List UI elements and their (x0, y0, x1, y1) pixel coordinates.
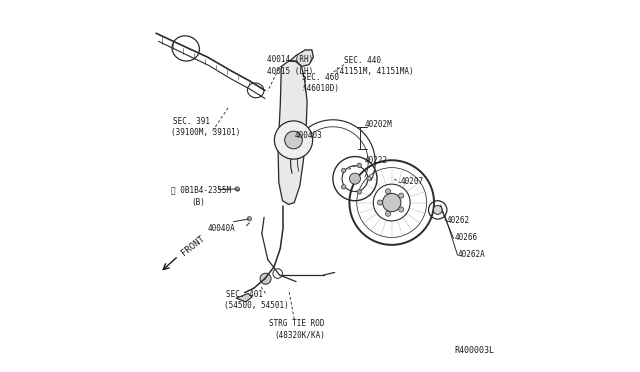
Circle shape (285, 131, 302, 149)
Text: 40015 (LH): 40015 (LH) (267, 67, 313, 77)
Text: (41151M, 41151MA): (41151M, 41151MA) (335, 67, 413, 77)
Circle shape (357, 190, 362, 194)
Circle shape (235, 187, 239, 191)
Text: R400003L: R400003L (455, 346, 495, 355)
Circle shape (399, 193, 404, 198)
Text: STRG TIE ROD: STRG TIE ROD (269, 320, 324, 328)
Text: (54500, 54501): (54500, 54501) (225, 301, 289, 310)
Text: 40040A: 40040A (208, 224, 236, 233)
Text: 40262A: 40262A (458, 250, 486, 259)
Text: FRONT: FRONT (179, 234, 206, 258)
Text: 40266: 40266 (454, 233, 477, 242)
Circle shape (385, 189, 390, 194)
Text: Ⓑ 0B1B4-2355M: Ⓑ 0B1B4-2355M (171, 185, 231, 194)
Text: (39100M, 39101): (39100M, 39101) (171, 128, 241, 137)
Circle shape (378, 200, 383, 205)
Text: SEC. 391: SEC. 391 (173, 117, 210, 126)
Circle shape (260, 273, 271, 284)
Circle shape (341, 185, 346, 189)
Circle shape (367, 176, 371, 181)
Text: SEC. 401: SEC. 401 (226, 290, 263, 299)
Text: 40222: 40222 (365, 157, 388, 166)
Text: 40207: 40207 (400, 177, 423, 186)
Text: 40014 (RH): 40014 (RH) (267, 55, 313, 64)
Circle shape (247, 217, 252, 221)
Text: (46010D): (46010D) (302, 84, 339, 93)
Text: 400403: 400403 (294, 131, 322, 140)
Text: 40202M: 40202M (365, 120, 392, 129)
Text: SEC. 440: SEC. 440 (344, 57, 381, 65)
Circle shape (399, 207, 404, 212)
Circle shape (341, 168, 346, 173)
Polygon shape (278, 61, 307, 204)
Text: SEC. 460: SEC. 460 (302, 73, 339, 82)
Text: (B): (B) (191, 198, 205, 207)
Polygon shape (236, 294, 252, 302)
Text: 40262: 40262 (447, 217, 470, 225)
Text: (48320K/KA): (48320K/KA) (274, 331, 325, 340)
Circle shape (349, 173, 360, 184)
Circle shape (433, 205, 442, 214)
Circle shape (357, 163, 362, 167)
Circle shape (275, 121, 313, 159)
Polygon shape (290, 50, 314, 67)
Circle shape (383, 193, 401, 212)
Circle shape (385, 211, 390, 217)
